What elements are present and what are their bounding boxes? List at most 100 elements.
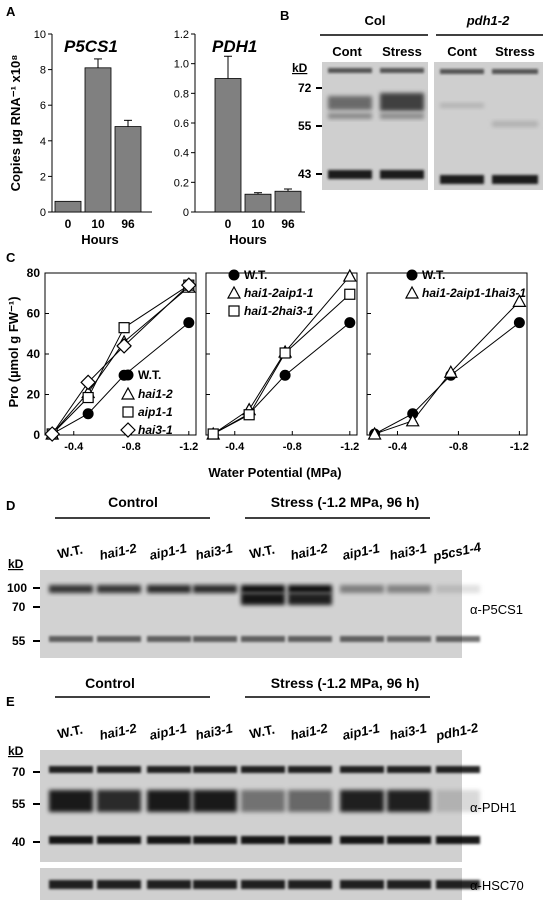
data-point [367, 426, 382, 440]
blot-col [322, 62, 428, 190]
lane-label: W.T. [56, 542, 84, 562]
x-tick-label: 96 [121, 217, 135, 231]
band [193, 790, 237, 812]
data-point [82, 408, 94, 420]
x-tick-label: -0.8 [449, 441, 468, 453]
data-point [226, 285, 242, 299]
x-tick-label: -0.8 [283, 441, 302, 453]
bar [244, 193, 272, 213]
y-tick-label: 0 [183, 207, 189, 219]
legend-label: hai1-2aip1-1 [244, 286, 314, 300]
kd-label: kD [8, 744, 24, 758]
band [387, 836, 431, 844]
band [340, 790, 384, 812]
data-point [344, 288, 356, 300]
data-point [443, 364, 458, 378]
data-point [228, 305, 240, 317]
marker-label: 40 [12, 835, 26, 849]
bar [274, 190, 302, 213]
band [193, 836, 237, 844]
band [147, 880, 191, 889]
stress-label: Stress (-1.2 MPa, 96 h) [271, 494, 420, 510]
chart-c2: -0.4 -0.8 -1.2 W.T. hai1-2aip1-1 hai1-2hai3-1 [205, 268, 359, 453]
lane-label: hai1-2 [289, 720, 330, 743]
band [288, 636, 332, 642]
x-tick-label: -1.2 [179, 441, 198, 453]
marker-label: 55 [12, 634, 26, 648]
band [288, 836, 332, 844]
bar [214, 78, 242, 213]
x-tick-label: 96 [281, 217, 295, 231]
band [288, 593, 332, 605]
y-tick-label: 20 [27, 388, 41, 402]
kd-label: kD [8, 557, 24, 571]
data-point [243, 409, 255, 421]
band [193, 880, 237, 889]
band [340, 880, 384, 889]
plot-frame [44, 272, 197, 436]
control-label: Control [85, 675, 135, 691]
x-tick-label: -1.2 [340, 441, 359, 453]
stress-label: Stress (-1.2 MPa, 96 h) [271, 675, 420, 691]
blot-p5cs1 [40, 570, 462, 658]
band [340, 766, 384, 773]
legend-label: W.T. [422, 268, 445, 282]
band [387, 636, 431, 642]
band [49, 790, 93, 812]
lane-label: hai3-1 [388, 720, 428, 742]
lane-label: Stress [382, 44, 422, 59]
band [97, 766, 141, 773]
legend-label: aip1-1 [138, 405, 173, 419]
lane-label: Stress [495, 44, 535, 59]
band [241, 836, 285, 844]
c-x-axis-label: Water Potential (MPa) [208, 465, 341, 480]
band [97, 636, 141, 642]
lane-label: aip1-1 [148, 540, 188, 562]
data-point [279, 347, 291, 359]
panel-label-d: D [6, 498, 15, 513]
data-point [118, 322, 130, 334]
data-point [82, 391, 94, 404]
chart-p5cs1: P5CS1 Copies µg RNA⁻¹ x10⁸ Hours 0 2 4 6 8 10… [8, 29, 152, 247]
data-point [122, 406, 134, 418]
band [436, 766, 480, 773]
band [49, 766, 93, 773]
band [147, 836, 191, 844]
marker-label: 100 [7, 581, 27, 595]
band [436, 880, 480, 889]
band [49, 836, 93, 844]
lane-label: W.T. [56, 722, 84, 742]
y-tick-label: 80 [27, 266, 41, 280]
bar [54, 200, 82, 213]
x-tick-label: 10 [251, 217, 265, 231]
band [436, 585, 480, 593]
marker-label: 55 [298, 119, 312, 133]
y-tick-label: 0.4 [174, 148, 189, 160]
lane-label: pdh1-2 [434, 720, 481, 744]
bar [114, 126, 142, 213]
lane-label: hai3-1 [388, 540, 428, 562]
legend-label: hai1-2 [138, 387, 173, 401]
band [147, 636, 191, 642]
marker-label: 43 [298, 167, 312, 181]
blot-b: Col pdh1-2 Cont Stress Cont Stress kD 72… [292, 13, 543, 190]
x-tick-label: -0.8 [122, 441, 141, 453]
legend-label: hai1-2hai3-1 [244, 304, 314, 318]
data-point [116, 338, 132, 354]
chart-title: PDH1 [212, 37, 257, 56]
series-line [374, 301, 520, 435]
band [193, 636, 237, 642]
panel-label-c: C [6, 250, 16, 265]
band [436, 636, 480, 642]
band [340, 585, 384, 593]
band [241, 766, 285, 773]
x-tick-label: 0 [65, 217, 72, 231]
data-point [120, 386, 136, 400]
data-point [44, 426, 61, 442]
series-line [51, 286, 190, 435]
band [288, 790, 332, 812]
band [147, 585, 191, 593]
band [97, 585, 141, 593]
band [387, 766, 431, 773]
